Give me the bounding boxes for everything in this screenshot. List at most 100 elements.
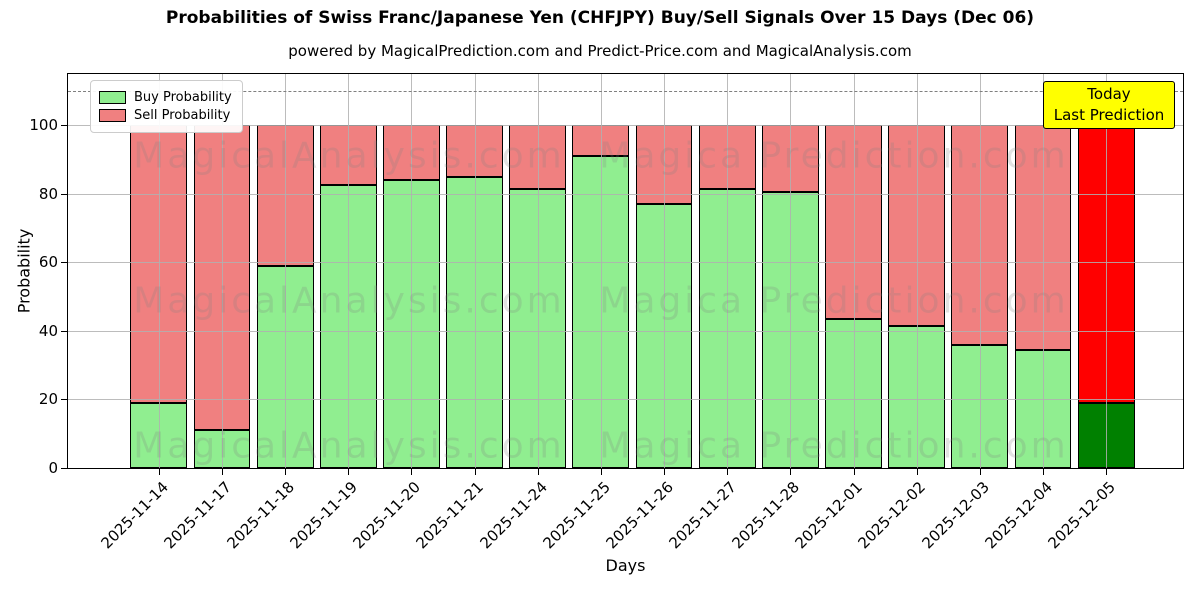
horizontal-gridline	[68, 399, 1183, 401]
x-tick-label: 2025-11-20	[349, 478, 425, 553]
y-tick-label: 60	[38, 253, 58, 272]
buy-segment[interactable]	[256, 265, 314, 468]
x-tick-label: 2025-11-17	[160, 478, 235, 553]
vertical-gridline	[411, 74, 413, 468]
buy-swatch-icon	[99, 91, 126, 104]
x-tick-label: 2025-11-24	[476, 478, 551, 553]
y-tick-label: 20	[38, 390, 58, 409]
buy-segment[interactable]	[1014, 349, 1072, 468]
vertical-gridline	[853, 74, 855, 468]
legend: Buy Probability Sell Probability	[90, 80, 243, 133]
vertical-gridline	[158, 74, 160, 468]
bar-2025-12-04[interactable]	[1014, 74, 1072, 468]
vertical-gridline	[1042, 74, 1044, 468]
x-tick-mark	[727, 469, 729, 475]
buy-segment[interactable]	[446, 176, 504, 468]
horizontal-gridline	[68, 262, 1183, 264]
vertical-gridline	[979, 74, 981, 468]
x-tick-mark	[285, 469, 287, 475]
sell-segment[interactable]	[256, 125, 314, 266]
x-tick-mark	[158, 469, 160, 475]
x-tick-mark	[474, 469, 476, 475]
vertical-gridline	[474, 74, 476, 468]
vertical-gridline	[727, 74, 729, 468]
x-tick-label: 2025-12-02	[855, 478, 930, 553]
sell-segment[interactable]	[446, 125, 504, 177]
y-tick-label: 0	[48, 459, 58, 477]
plot-area: 2025-11-14 2025-11-17 2025-11-18 2025-11-19…	[29, 73, 1184, 552]
bar-2025-11-20[interactable]	[382, 74, 440, 468]
threshold-dashed-line	[68, 91, 1183, 93]
chart-title: Probabilities of Swiss Franc/Japanese Ye…	[165, 8, 1035, 28]
bar-2025-11-18[interactable]	[256, 74, 314, 468]
x-tick-label: 2025-11-18	[223, 478, 298, 553]
buy-segment[interactable]	[382, 180, 440, 468]
today-box-line2: Last Prediction	[1053, 106, 1165, 124]
y-tick-mark	[61, 330, 67, 332]
x-tick-label: 2025-12-05	[1044, 478, 1119, 553]
buy-segment[interactable]	[698, 188, 756, 468]
sell-segment[interactable]	[635, 125, 693, 205]
x-tick-mark	[221, 469, 223, 475]
x-tick-mark	[1106, 469, 1108, 475]
x-tick-label: 2025-11-27	[665, 478, 740, 553]
vertical-gridline	[348, 74, 350, 468]
bar-2025-11-27[interactable]	[698, 74, 756, 468]
vertical-gridline	[285, 74, 287, 468]
vertical-gridline	[600, 74, 602, 468]
bar-2025-12-05[interactable]	[1077, 74, 1135, 468]
x-tick-label: 2025-12-04	[981, 478, 1056, 553]
legend-item-buy: Buy Probability	[99, 90, 232, 105]
today-box-line1: Today	[1087, 85, 1131, 103]
buy-segment[interactable]	[825, 318, 882, 468]
x-tick-mark	[1042, 469, 1044, 475]
x-tick-label: 2025-11-14	[97, 478, 172, 553]
sell-segment[interactable]	[1077, 125, 1135, 403]
legend-label: Buy Probability	[134, 90, 232, 105]
buy-segment[interactable]	[319, 185, 377, 468]
vertical-gridline	[537, 74, 539, 468]
x-tick-mark	[348, 469, 350, 475]
y-tick-mark	[61, 193, 67, 195]
x-tick-label: 2025-11-28	[728, 478, 804, 553]
buy-segment[interactable]	[635, 204, 693, 468]
y-tick-mark	[61, 125, 67, 127]
vertical-gridline	[790, 74, 792, 468]
y-axis-label: Probability	[14, 228, 34, 314]
x-tick-mark	[916, 469, 918, 475]
y-tick-mark	[61, 262, 67, 264]
x-tick-label: 2025-11-19	[286, 478, 362, 553]
x-tick-mark	[537, 469, 539, 475]
x-tick-mark	[600, 469, 602, 475]
sell-segment[interactable]	[1014, 125, 1072, 350]
sell-segment[interactable]	[825, 125, 882, 319]
bar-2025-11-19[interactable]	[319, 74, 377, 468]
horizontal-gridline	[68, 330, 1183, 332]
y-tick-label: 80	[38, 184, 58, 203]
sell-segment[interactable]	[698, 125, 756, 189]
x-tick-mark	[979, 469, 981, 475]
legend-item-sell: Sell Probability	[99, 108, 232, 123]
x-tick-mark	[853, 469, 855, 475]
legend-label: Sell Probability	[134, 108, 231, 123]
vertical-gridline	[221, 74, 223, 468]
y-tick-label: 40	[38, 321, 58, 340]
vertical-gridline	[1106, 74, 1108, 468]
y-tick-mark	[61, 399, 67, 401]
buy-segment[interactable]	[1077, 402, 1135, 468]
buy-segment[interactable]	[761, 192, 819, 468]
sell-segment[interactable]	[319, 125, 377, 186]
x-axis-label: Days	[605, 556, 646, 575]
sell-swatch-icon	[99, 109, 126, 122]
x-tick-label: 2025-11-25	[539, 478, 614, 553]
x-tick-mark	[411, 469, 413, 475]
x-tick-label: 2025-12-01	[791, 478, 867, 553]
x-tick-mark	[790, 469, 792, 475]
horizontal-gridline	[68, 125, 1183, 127]
y-tick-label: 100	[29, 116, 58, 135]
bar-2025-12-01[interactable]	[825, 74, 882, 468]
bar-2025-11-21[interactable]	[446, 74, 504, 468]
vertical-gridline	[916, 74, 918, 468]
bar-2025-11-26[interactable]	[635, 74, 693, 468]
